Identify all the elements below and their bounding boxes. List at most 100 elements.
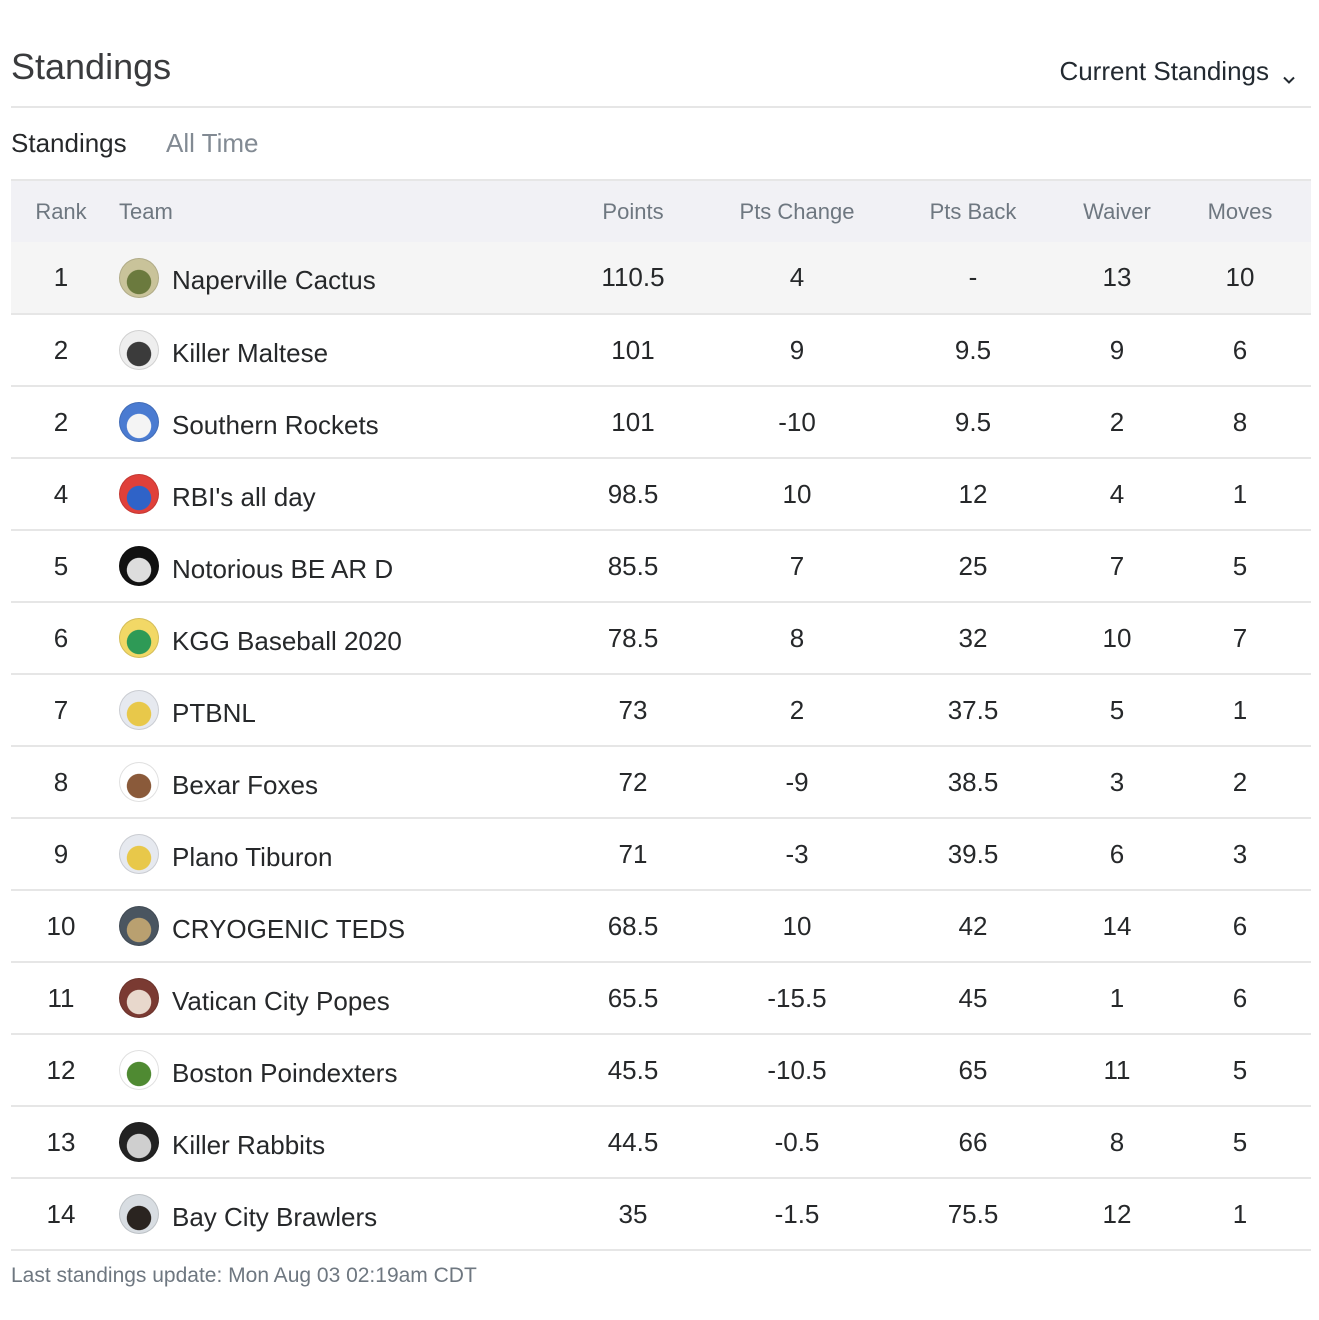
rank-cell: 2 — [53, 406, 69, 437]
rank-cell: 12 — [46, 1054, 76, 1085]
standings-rows: 1 Naperville Cactus 110.5 4 - 13 10 2 Killer Mal… — [11, 242, 1311, 1250]
tab-standings[interactable]: Standings — [11, 128, 127, 158]
team-avatar[interactable] — [119, 1122, 159, 1162]
points-cell: 110.5 — [601, 262, 665, 292]
waiver-cell: 5 — [1109, 694, 1125, 725]
table-row: 2 Killer Maltese 101 9 9.5 9 6 — [11, 314, 1311, 386]
rank-cell: 7 — [53, 694, 69, 725]
waiver-cell: 12 — [1102, 1198, 1132, 1229]
tab-all-time[interactable]: All Time — [166, 128, 259, 158]
team-cell: Bexar Foxes — [111, 746, 553, 818]
team-avatar[interactable] — [119, 906, 159, 946]
moves-cell: 6 — [1232, 982, 1248, 1013]
team-name-link[interactable]: Killer Rabbits — [172, 1129, 326, 1160]
pts-back-cell: 25 — [958, 550, 988, 581]
waiver-cell: 11 — [1103, 1054, 1131, 1085]
team-name-link[interactable]: Notorious BE AR D — [172, 553, 394, 584]
team-avatar[interactable] — [119, 1050, 159, 1090]
points-cell: 44.5 — [607, 1126, 659, 1157]
team-name-link[interactable]: Naperville Cactus — [172, 265, 376, 295]
team-cell: PTBNL — [111, 674, 553, 746]
waiver-cell: 13 — [1102, 262, 1132, 292]
rank-cell: 8 — [53, 766, 69, 797]
moves-cell: 5 — [1232, 550, 1248, 581]
pts-back-cell: 45 — [958, 982, 988, 1013]
pts-change-cell: 7 — [789, 550, 805, 581]
pts-back-cell: 9.5 — [954, 334, 992, 365]
moves-cell: 5 — [1232, 1054, 1248, 1085]
pts-change-cell: 8 — [789, 622, 805, 653]
team-name-link[interactable]: Vatican City Popes — [172, 985, 390, 1016]
team-avatar[interactable] — [119, 257, 159, 298]
col-header-pts-change[interactable]: Pts Change — [713, 179, 881, 242]
team-name-link[interactable]: Boston Poindexters — [172, 1057, 398, 1088]
pts-back-cell: 12 — [958, 478, 988, 509]
pts-back-cell: 66 — [958, 1126, 988, 1157]
rank-cell: 1 — [53, 262, 69, 292]
points-cell: 35 — [618, 1198, 648, 1229]
team-name-link[interactable]: Southern Rockets — [172, 409, 379, 440]
team-name-link[interactable]: Bexar Foxes — [172, 769, 318, 800]
team-avatar[interactable] — [119, 402, 159, 442]
rank-cell: 13 — [46, 1126, 76, 1157]
points-cell: 98.5 — [607, 478, 659, 509]
waiver-cell: 4 — [1109, 478, 1125, 509]
team-name-link[interactable]: PTBNL — [172, 697, 256, 728]
pts-change-cell: -15.5 — [767, 982, 827, 1013]
col-header-pts-back[interactable]: Pts Back — [881, 179, 1065, 242]
team-avatar[interactable] — [119, 762, 159, 802]
team-name-link[interactable]: CRYOGENIC TEDS — [172, 913, 406, 944]
points-cell: 101 — [611, 334, 655, 365]
col-header-rank[interactable]: Rank — [11, 179, 111, 242]
team-cell: Notorious BE AR D — [111, 530, 553, 602]
waiver-cell: 10 — [1102, 622, 1132, 653]
pts-change-cell: 4 — [789, 262, 805, 292]
rank-cell: 4 — [53, 478, 69, 509]
pts-back-cell: 39.5 — [947, 838, 999, 869]
team-avatar[interactable] — [119, 618, 159, 658]
table-row: 11 Vatican City Popes 65.5 -15.5 45 1 6 — [11, 962, 1311, 1034]
moves-cell: 10 — [1225, 262, 1255, 292]
table-row: 6 KGG Baseball 2020 78.5 8 32 10 7 — [11, 602, 1311, 674]
team-avatar[interactable] — [119, 690, 159, 730]
team-name-link[interactable]: Bay City Brawlers — [172, 1201, 378, 1232]
pts-back-cell: 32 — [958, 622, 988, 653]
col-header-team[interactable]: Team — [111, 179, 553, 242]
team-name-link[interactable]: RBI's all day — [172, 481, 316, 512]
team-avatar[interactable] — [119, 330, 159, 370]
team-avatar[interactable] — [119, 834, 159, 874]
points-cell: 65.5 — [607, 982, 659, 1013]
table-row: 4 RBI's all day 98.5 10 12 4 1 — [11, 458, 1311, 530]
table-row: 14 Bay City Brawlers 35 -1.5 75.5 12 1 — [11, 1178, 1311, 1250]
team-avatar[interactable] — [119, 1194, 159, 1234]
points-cell: 73 — [618, 694, 648, 725]
pts-back-cell: 65 — [958, 1054, 988, 1085]
pts-back-cell: - — [968, 262, 978, 292]
team-avatar[interactable] — [119, 546, 159, 586]
team-cell: KGG Baseball 2020 — [111, 602, 553, 674]
col-header-moves[interactable]: Moves — [1169, 179, 1311, 242]
team-cell: RBI's all day — [111, 458, 553, 530]
waiver-cell: 3 — [1109, 766, 1125, 797]
team-cell: Southern Rockets — [111, 386, 553, 458]
pts-change-cell: 2 — [789, 694, 805, 725]
standings-view-dropdown[interactable]: Current Standings — [1059, 56, 1297, 87]
col-header-waiver[interactable]: Waiver — [1065, 179, 1169, 242]
team-name-link[interactable]: Plano Tiburon — [172, 841, 333, 872]
team-avatar[interactable] — [119, 978, 159, 1018]
pts-change-cell: -9 — [785, 766, 809, 797]
team-name-link[interactable]: KGG Baseball 2020 — [172, 625, 402, 656]
team-name-link[interactable]: Killer Maltese — [172, 337, 329, 368]
rank-cell: 9 — [53, 838, 69, 869]
waiver-cell: 7 — [1109, 550, 1125, 581]
standings-table: Rank Team Points Pts Change Pts Back Wai… — [11, 179, 1311, 1251]
pts-change-cell: -10 — [778, 406, 816, 437]
team-avatar[interactable] — [119, 474, 159, 514]
points-cell: 101 — [611, 406, 655, 437]
rank-cell: 11 — [47, 982, 75, 1013]
col-header-points[interactable]: Points — [553, 179, 713, 242]
team-cell: CRYOGENIC TEDS — [111, 890, 553, 962]
table-row: 13 Killer Rabbits 44.5 -0.5 66 8 5 — [11, 1106, 1311, 1178]
points-cell: 45.5 — [607, 1054, 659, 1085]
points-cell: 78.5 — [607, 622, 659, 653]
